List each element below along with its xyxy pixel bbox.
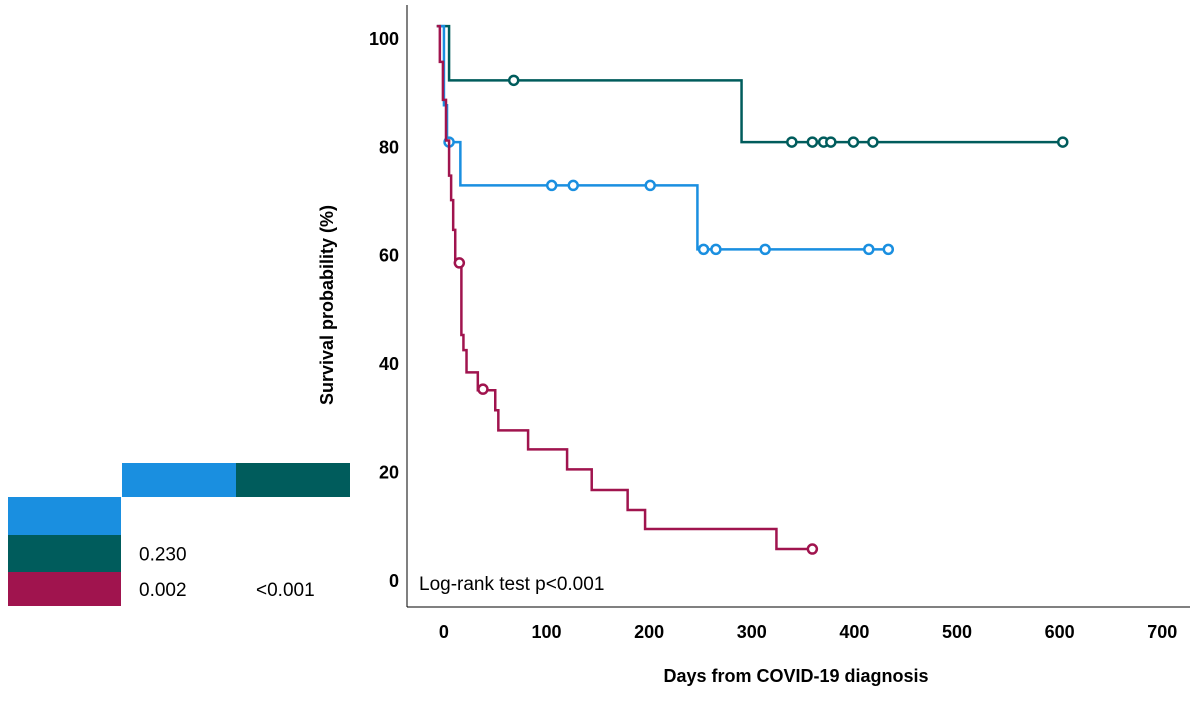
table-cell: 0.230 xyxy=(139,545,187,566)
x-tick-label: 500 xyxy=(942,622,972,642)
censor-mark xyxy=(863,243,875,256)
x-axis-title: Days from COVID-19 diagnosis xyxy=(663,666,928,686)
x-tick-label: 0 xyxy=(439,622,449,642)
censor-mark xyxy=(806,136,819,148)
censor-mark xyxy=(806,543,819,555)
row-header xyxy=(8,572,121,606)
column-header xyxy=(122,463,236,497)
censor-mark xyxy=(644,179,656,192)
x-tick-label: 300 xyxy=(737,622,767,642)
y-tick-label: 40 xyxy=(379,354,399,374)
censor-mark xyxy=(453,257,466,269)
x-tick-label: 200 xyxy=(634,622,664,642)
censor-mark xyxy=(847,136,860,148)
table-cell: <0.001 xyxy=(256,580,315,601)
censor-mark xyxy=(867,136,879,148)
censor-mark xyxy=(545,179,558,192)
y-tick-label: 20 xyxy=(379,462,399,482)
survival-curve xyxy=(436,24,1065,144)
x-tick-label: 400 xyxy=(839,622,869,642)
annotation: Log-rank test p<0.001 xyxy=(419,574,604,595)
y-axis-title: Survival probability (%) xyxy=(317,205,337,405)
x-tick-label: 600 xyxy=(1045,622,1075,642)
y-tick-label: 0 xyxy=(389,571,399,591)
x-tick-label: 100 xyxy=(532,622,562,642)
censor-mark xyxy=(1056,136,1069,148)
censor-mark xyxy=(697,243,710,256)
censor-mark xyxy=(825,136,837,148)
x-tick-label: 700 xyxy=(1147,622,1177,642)
censor-mark xyxy=(882,243,895,256)
row-header xyxy=(8,497,121,535)
survival-curve xyxy=(436,24,813,551)
y-tick-label: 80 xyxy=(379,137,399,157)
censor-mark xyxy=(759,243,771,256)
censor-mark xyxy=(567,179,579,192)
censor-mark xyxy=(477,383,489,395)
censor-mark xyxy=(786,136,798,148)
table-cell: 0.002 xyxy=(139,580,187,601)
y-tick-label: 100 xyxy=(369,29,399,49)
y-tick-label: 60 xyxy=(379,246,399,266)
column-header xyxy=(236,463,350,497)
censor-mark xyxy=(507,74,520,87)
censor-mark xyxy=(710,243,722,256)
row-header xyxy=(8,535,121,572)
